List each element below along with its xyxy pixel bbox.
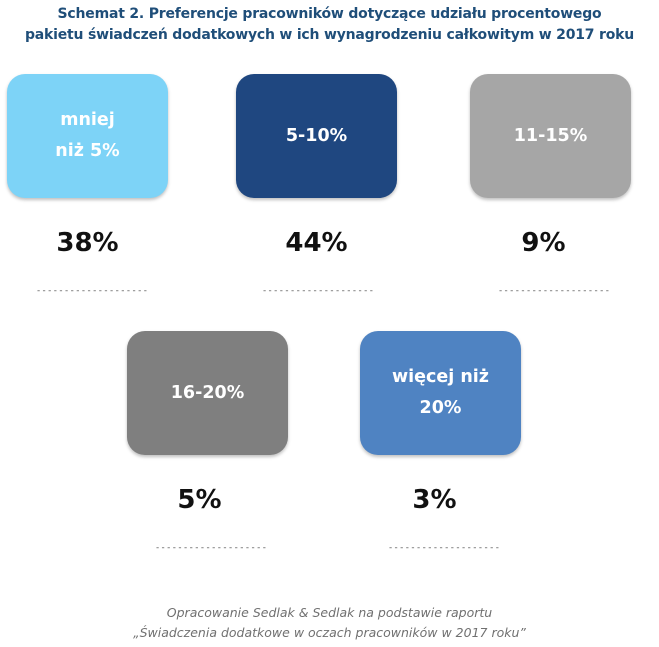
category-label-line-2: niż 5% bbox=[55, 141, 120, 161]
percentage-value: 44% bbox=[285, 228, 348, 258]
category-card-11-15: 11-15% bbox=[470, 74, 631, 198]
title-line-1: Schemat 2. Preferencje pracowników dotyc… bbox=[57, 6, 602, 22]
dashed-separator: -------------------- bbox=[261, 286, 375, 296]
percentage-value: 3% bbox=[412, 485, 457, 515]
percentage-value: 5% bbox=[177, 485, 222, 515]
category-card-more-than-20: więcej niż 20% bbox=[360, 331, 521, 455]
source-line-1: Opracowanie Sedlak & Sedlak na podstawie… bbox=[166, 605, 493, 620]
source-note: Opracowanie Sedlak & Sedlak na podstawie… bbox=[0, 603, 659, 643]
category-card-5-10: 5-10% bbox=[236, 74, 397, 198]
percentage-value: 38% bbox=[56, 228, 119, 258]
diagram-title: Schemat 2. Preferencje pracowników dotyc… bbox=[0, 4, 659, 46]
category-label-line-1: 16-20% bbox=[170, 382, 245, 403]
category-label-line-1: mniej bbox=[60, 110, 115, 130]
dashed-separator: -------------------- bbox=[154, 543, 268, 553]
category-label-line-1: 11-15% bbox=[513, 125, 588, 146]
category-label-line-1: 5-10% bbox=[285, 125, 348, 146]
category-label-line-1: więcej niż bbox=[391, 367, 489, 387]
title-line-2: pakietu świadczeń dodatkowych w ich wyna… bbox=[24, 27, 635, 43]
source-line-2: „Świadczenia dodatkowe w oczach pracowni… bbox=[133, 625, 526, 640]
dashed-separator: -------------------- bbox=[387, 543, 501, 553]
category-card-16-20: 16-20% bbox=[127, 331, 288, 455]
dashed-separator: -------------------- bbox=[497, 286, 611, 296]
dashed-separator: -------------------- bbox=[35, 286, 149, 296]
percentage-value: 9% bbox=[521, 228, 566, 258]
category-label-line-2: 20% bbox=[419, 398, 462, 418]
category-card-less-than-5: mniej niż 5% bbox=[7, 74, 168, 198]
